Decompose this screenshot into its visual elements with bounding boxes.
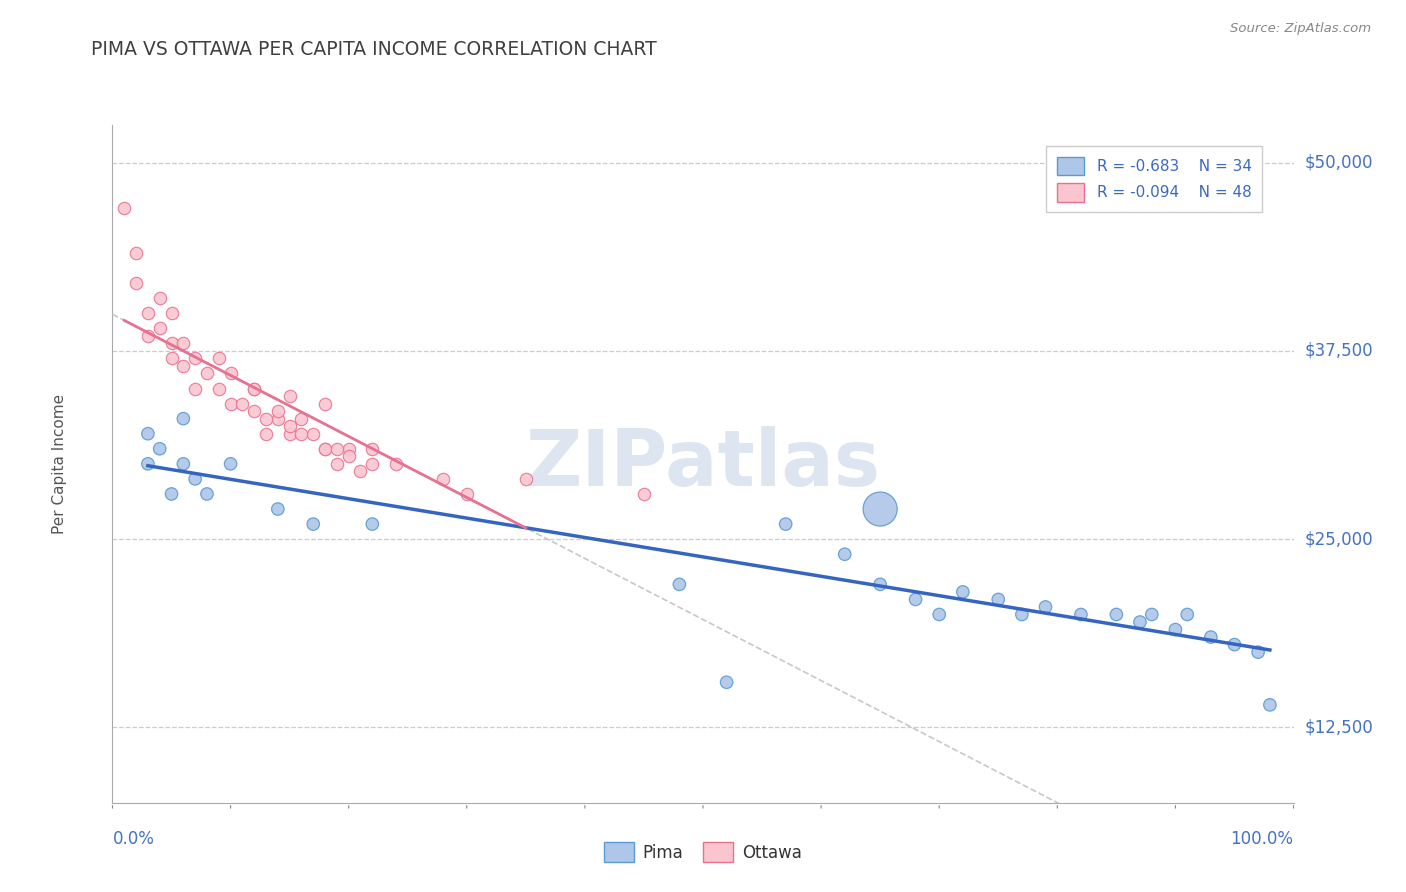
Point (456, 487, 478, 501)
Point (208, 351, 231, 366)
Point (349, 464, 371, 478)
Point (184, 472, 207, 486)
Point (515, 472, 537, 486)
Point (385, 457, 408, 471)
Point (254, 426, 277, 441)
Point (1247, 645, 1270, 659)
Text: $25,000: $25,000 (1305, 530, 1374, 549)
Point (1129, 615, 1152, 629)
Point (337, 442, 360, 456)
Point (290, 411, 312, 425)
Point (278, 419, 301, 434)
Text: Source: ZipAtlas.com: Source: ZipAtlas.com (1230, 22, 1371, 36)
Point (1011, 607, 1033, 622)
Point (172, 457, 194, 471)
Point (267, 404, 290, 418)
Point (184, 382, 207, 396)
Point (952, 585, 974, 599)
Point (869, 577, 891, 591)
Point (633, 487, 655, 501)
Point (904, 592, 927, 607)
Point (184, 351, 207, 366)
Point (314, 396, 336, 410)
Point (1164, 623, 1187, 637)
Point (1175, 607, 1198, 622)
Point (195, 487, 218, 501)
Point (361, 517, 384, 532)
Point (928, 607, 950, 622)
Point (160, 306, 183, 320)
Point (834, 547, 856, 561)
Point (290, 426, 312, 441)
Point (172, 411, 194, 425)
Point (149, 291, 172, 305)
Point (112, 201, 135, 215)
Point (361, 442, 384, 456)
Point (243, 382, 266, 396)
Point (668, 577, 690, 591)
Point (125, 276, 148, 290)
Point (1258, 698, 1281, 712)
Point (125, 246, 148, 260)
Point (136, 457, 159, 471)
Point (149, 442, 172, 456)
Point (243, 382, 266, 396)
Point (1105, 607, 1128, 622)
Point (1070, 607, 1092, 622)
Text: $37,500: $37,500 (1305, 342, 1374, 359)
Point (267, 502, 290, 516)
Text: PIMA VS OTTAWA PER CAPITA INCOME CORRELATION CHART: PIMA VS OTTAWA PER CAPITA INCOME CORRELA… (91, 40, 657, 59)
Point (136, 306, 159, 320)
Point (243, 404, 266, 418)
Point (172, 359, 194, 373)
Legend: Pima, Ottawa: Pima, Ottawa (598, 836, 808, 869)
Point (869, 502, 891, 516)
Point (160, 351, 183, 366)
Point (314, 442, 336, 456)
Point (1199, 630, 1222, 644)
Point (302, 517, 325, 532)
Text: $12,500: $12,500 (1305, 718, 1374, 737)
Text: 100.0%: 100.0% (1230, 830, 1294, 848)
Point (987, 592, 1010, 607)
Point (149, 321, 172, 335)
Point (361, 457, 384, 471)
Point (337, 450, 360, 464)
Point (231, 396, 253, 410)
Point (278, 426, 301, 441)
Point (160, 336, 183, 351)
Point (1223, 638, 1246, 652)
Point (716, 675, 738, 690)
Text: Per Capita Income: Per Capita Income (52, 393, 67, 534)
Point (136, 328, 159, 343)
Text: ZIPatlas: ZIPatlas (526, 425, 880, 502)
Point (160, 487, 183, 501)
Point (267, 411, 290, 425)
Point (326, 442, 349, 456)
Point (302, 426, 325, 441)
Point (195, 367, 218, 381)
Point (219, 367, 242, 381)
Point (1140, 607, 1163, 622)
Text: 0.0%: 0.0% (112, 830, 155, 848)
Point (208, 382, 231, 396)
Point (314, 442, 336, 456)
Point (172, 336, 194, 351)
Point (254, 411, 277, 425)
Point (219, 396, 242, 410)
Point (326, 457, 349, 471)
Point (136, 426, 159, 441)
Point (278, 389, 301, 403)
Point (219, 457, 242, 471)
Point (432, 472, 454, 486)
Point (1035, 599, 1057, 614)
Point (775, 517, 797, 532)
Text: $50,000: $50,000 (1305, 153, 1374, 171)
